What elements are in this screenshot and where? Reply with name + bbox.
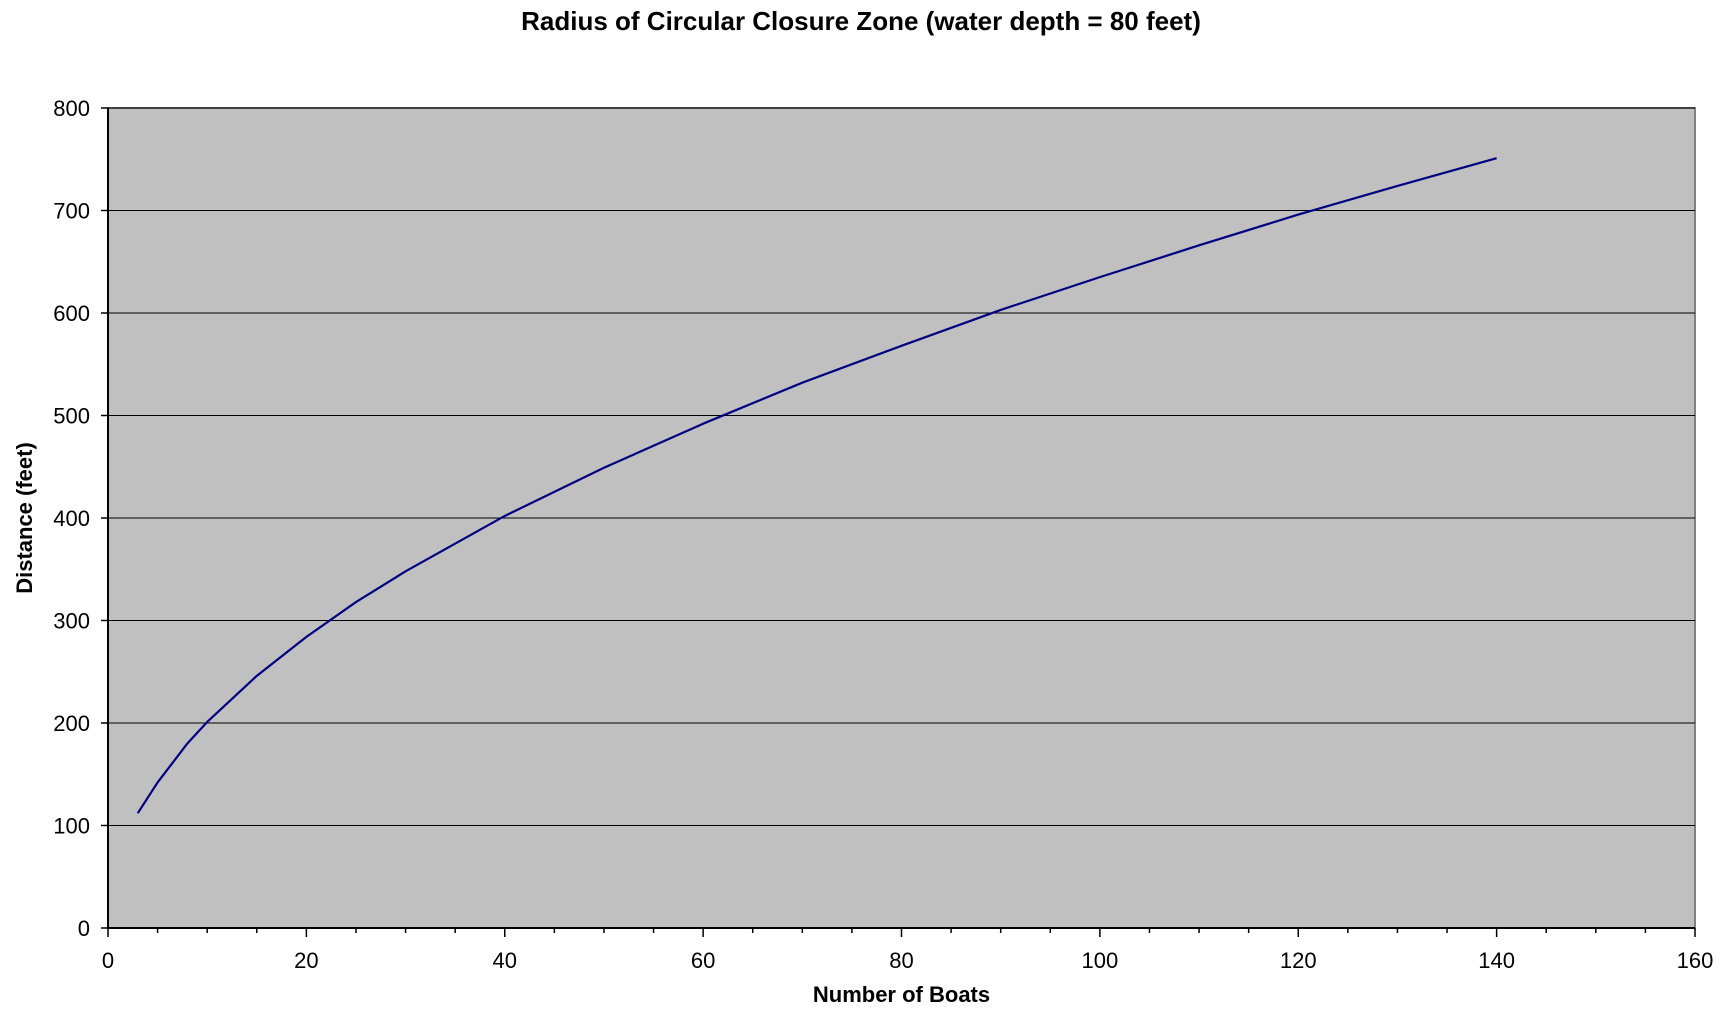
y-tick-label: 600: [53, 301, 90, 326]
y-tick-label: 400: [53, 506, 90, 531]
x-axis-ticks: 0 20 40 60 80 100 120 140 160: [102, 928, 1713, 973]
y-tick-label: 300: [53, 609, 90, 634]
x-tick-label: 140: [1478, 948, 1515, 973]
x-axis-title: Number of Boats: [813, 982, 990, 1007]
gridlines: [108, 107, 1695, 826]
x-tick-label: 40: [493, 948, 517, 973]
y-tick-label: 500: [53, 404, 90, 429]
x-tick-label: 20: [294, 948, 318, 973]
y-axis-title: Distance (feet): [12, 442, 37, 594]
y-tick-label: 700: [53, 199, 90, 224]
series-layer: [136, 157, 1497, 814]
y-tick-label: 200: [53, 711, 90, 736]
chart-title: Radius of Circular Closure Zone (water d…: [521, 6, 1201, 36]
x-tick-label: 100: [1082, 948, 1119, 973]
x-tick-label: 0: [102, 948, 114, 973]
x-tick-label: 60: [691, 948, 715, 973]
x-tick-label: 120: [1280, 948, 1317, 973]
series-line-0: [136, 157, 1497, 814]
y-axis-ticks: 0 100 200 300 400 500 600 700 800: [53, 96, 108, 941]
y-tick-label: 0: [78, 916, 90, 941]
x-tick-label: 80: [889, 948, 913, 973]
y-tick-label: 800: [53, 96, 90, 121]
y-tick-label: 100: [53, 814, 90, 839]
x-tick-label: 160: [1677, 948, 1714, 973]
